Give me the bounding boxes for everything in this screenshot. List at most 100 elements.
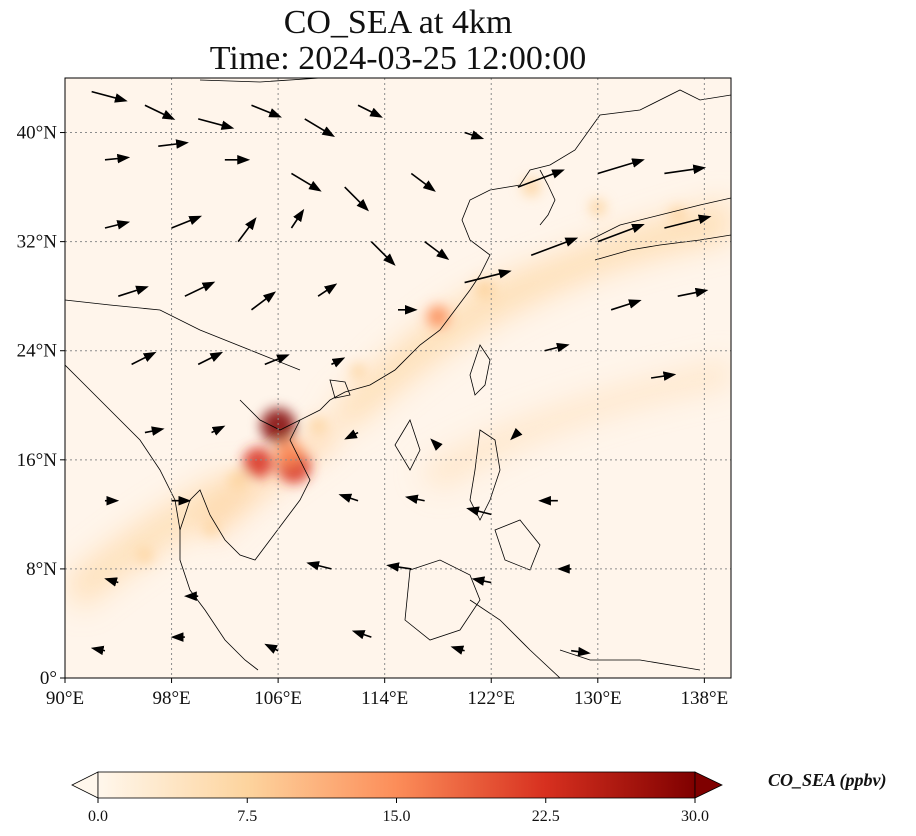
lon-tick-label: 122°E	[467, 688, 515, 709]
wind-vector	[171, 215, 203, 229]
wind-vector	[197, 351, 224, 366]
co-plume-10	[669, 206, 686, 223]
map-time-subtitle: Time: 2024-03-25 12:00:00	[209, 40, 587, 77]
wind-vector	[290, 208, 305, 229]
lon-tick-label: 106°E	[254, 688, 302, 709]
wind-vector	[104, 577, 119, 587]
wind-vector	[317, 283, 338, 297]
wind-vector	[405, 494, 425, 505]
lon-tick-label: 130°E	[574, 688, 622, 709]
wind-vector	[430, 438, 443, 451]
lon-tick-label: 138°E	[681, 688, 729, 709]
longitude-axis: 90°E 98°E 106°E 114°E 122°E 130°E 138°E	[46, 678, 728, 709]
colorbar-tick-label: 30.0	[681, 808, 709, 825]
co-plume-5	[309, 417, 327, 435]
wind-vector	[91, 90, 128, 103]
lat-tick-label: 0°	[40, 668, 57, 689]
lon-tick-label: 90°E	[46, 688, 84, 709]
wind-vector	[158, 139, 189, 149]
wind-vector	[264, 643, 279, 654]
lat-tick-label: 32°N	[17, 232, 58, 253]
co-plume-8	[521, 177, 541, 197]
colorbar: 0.0 7.5 15.0 22.5 30.0	[71, 771, 723, 825]
wind-vector	[471, 576, 492, 586]
wind-vector	[104, 220, 131, 230]
co-plume-11	[350, 363, 366, 379]
wind-vector	[344, 429, 359, 440]
co-plume-6	[426, 305, 450, 328]
co-plume-13	[203, 520, 220, 536]
wind-vector	[510, 427, 523, 441]
wind-vector	[544, 342, 570, 353]
co-plume-7	[474, 279, 495, 300]
lon-tick-label: 98°E	[152, 688, 190, 709]
wind-vector	[410, 172, 436, 192]
wind-vector	[664, 164, 707, 175]
wind-vector	[571, 646, 591, 657]
lat-tick-label: 8°N	[26, 559, 57, 580]
wind-vector	[344, 186, 369, 212]
wind-vector	[530, 237, 579, 257]
wind-vector	[338, 493, 359, 503]
colorbar-tick-label: 7.5	[237, 808, 257, 825]
wind-vector	[464, 269, 512, 284]
wind-vector	[118, 285, 149, 297]
co-plume-12	[136, 547, 153, 564]
wind-vector	[144, 426, 165, 436]
lon-tick-label: 114°E	[361, 688, 408, 709]
wind-vector	[144, 104, 176, 120]
wind-vector	[351, 630, 372, 640]
wind-vector	[386, 562, 412, 572]
wind-vector	[131, 351, 157, 366]
co-plume-9	[589, 199, 607, 217]
colorbar-ticks: 0.0 7.5 15.0 22.5 30.0	[88, 798, 709, 825]
colorbar-tick-label: 22.5	[532, 808, 560, 825]
co-plume-0	[260, 408, 296, 444]
wind-vector	[466, 506, 492, 516]
lat-tick-label: 24°N	[17, 341, 58, 362]
wind-vector	[304, 118, 336, 138]
map-title: CO_SEA at 4km	[283, 4, 513, 41]
colorbar-tick-label: 0.0	[88, 808, 108, 825]
co-plume-3	[274, 439, 303, 467]
wind-vector	[597, 224, 645, 243]
wind-vector	[291, 172, 322, 192]
wind-vector	[197, 118, 235, 130]
wind-vector	[306, 561, 332, 571]
colorbar-extend-low	[71, 771, 99, 799]
wind-vector	[664, 214, 712, 229]
co-plume-4	[227, 469, 249, 491]
latitude-axis: 0° 8°N 16°N 24°N 32°N 40°N	[17, 123, 65, 689]
wind-vector	[251, 104, 282, 118]
wind-vectors	[90, 90, 712, 657]
gridlines	[65, 78, 731, 678]
wind-vector	[250, 291, 277, 311]
wind-vector	[424, 240, 450, 261]
co-plume-2	[242, 447, 274, 478]
wind-vector	[264, 354, 290, 366]
wind-vector	[357, 104, 383, 118]
wind-vector	[104, 153, 131, 164]
wind-vector	[610, 299, 642, 311]
coastlines	[65, 78, 731, 678]
wind-vector	[517, 169, 565, 188]
wind-vector	[650, 371, 677, 381]
wind-vector	[237, 217, 257, 243]
wind-vector	[370, 241, 396, 266]
lat-tick-label: 16°N	[17, 450, 58, 471]
wind-vector	[211, 425, 226, 436]
wind-vector	[464, 130, 485, 140]
wind-vector	[90, 645, 106, 656]
co-plumes	[136, 177, 686, 564]
wind-vector	[597, 158, 645, 175]
colorbar-label: CO_SEA (ppbv)	[768, 770, 887, 790]
colorbar-gradient	[97, 771, 696, 799]
colorbar-tick-label: 15.0	[383, 808, 411, 825]
wind-vector	[331, 357, 346, 368]
wind-vector	[677, 287, 709, 298]
wind-vector	[450, 645, 465, 655]
colorbar-extend-high	[694, 771, 723, 799]
map-frame	[64, 77, 732, 679]
lat-tick-label: 40°N	[17, 123, 58, 144]
